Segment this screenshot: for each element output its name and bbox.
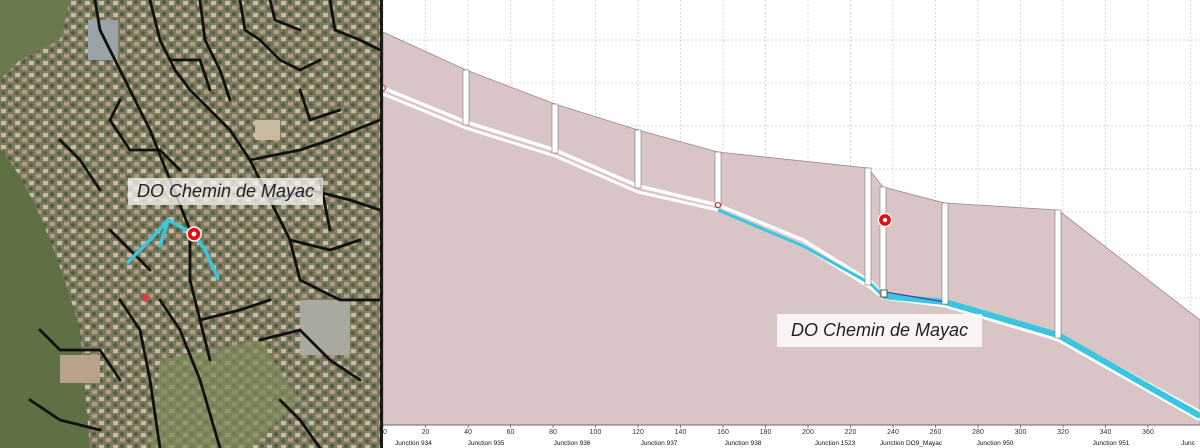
map-field-south [150,340,300,448]
manhole-shaft [714,151,722,208]
junction-label: Junction 936 [554,440,591,447]
manhole-shaft [462,69,470,126]
x-tick-label: 20 [422,429,430,436]
junction-label: Junction 951 [1093,440,1130,447]
x-tick-label: 160 [717,429,729,436]
x-tick-label: 340 [1100,429,1112,436]
map-building-block [300,300,350,355]
x-tick-label: 40 [464,429,472,436]
x-tick-label: 320 [1057,429,1069,436]
x-tick-label: 120 [632,429,644,436]
x-tick-label: 200 [802,429,814,436]
map-point-icon [142,294,150,302]
junction-label: Junction 935 [468,440,505,447]
x-tick-label: 360 [1142,429,1154,436]
aerial-map[interactable]: DO Chemin de Mayac [0,0,380,448]
profile-canvas: 0 20 40 60 80 100 120 140 160 180 200 220 240 260 280 3… [383,0,1200,447]
x-tick-label: 140 [675,429,687,436]
x-tick-label: 220 [845,429,857,436]
x-tick-label: 300 [1015,429,1027,436]
ground-area [383,31,1200,426]
node-circle-icon [715,202,721,208]
junction-label: Junction DO9_Mayac [880,440,943,447]
longitudinal-profile[interactable]: 0 20 40 60 80 100 120 140 160 180 200 220 240 260 280 3… [383,0,1200,448]
map-canvas [0,0,380,448]
junction-label: Junc [1181,440,1195,447]
pipe-flow-main [882,293,1200,419]
node-square-icon [880,289,888,298]
x-tick-label: 180 [760,429,772,436]
manhole-shaft [551,103,559,154]
junction-label: Junction 938 [725,440,762,447]
x-tick-label: 60 [507,429,515,436]
manhole-shaft [1054,209,1062,339]
junction-label: Junction 934 [395,440,432,447]
manholes [383,69,1062,339]
profile-do-label: DO Chemin de Mayac [777,314,983,347]
junction-label: Junction 937 [641,440,678,447]
red-circle-marker-icon[interactable] [186,226,202,242]
manhole-shaft [634,129,642,189]
x-tick-label: 80 [549,429,557,436]
map-do-label: DO Chemin de Mayac [128,178,324,205]
x-tick-label: 260 [930,429,942,436]
manhole-shaft [941,202,949,305]
map-building-block [60,355,100,383]
junction-label: Junction 950 [977,440,1014,447]
junction-label: Junction 1523 [815,440,856,447]
node-circle-icon [383,85,386,91]
panel-divider [380,0,383,448]
x-tick-label: 0 [383,429,387,436]
manhole-shaft [864,167,872,286]
marker-center [882,217,888,223]
overflow-weir-line [884,291,946,303]
x-tick-label: 240 [887,429,899,436]
ground-surface [383,31,1200,426]
map-field-north [0,0,70,80]
x-tick-label: 100 [590,429,602,436]
manhole-shaft [879,186,887,298]
x-axis: 0 20 40 60 80 100 120 140 160 180 200 220 240 260 280 3… [383,424,1200,447]
x-tick-label: 280 [972,429,984,436]
map-building-block [255,120,280,140]
